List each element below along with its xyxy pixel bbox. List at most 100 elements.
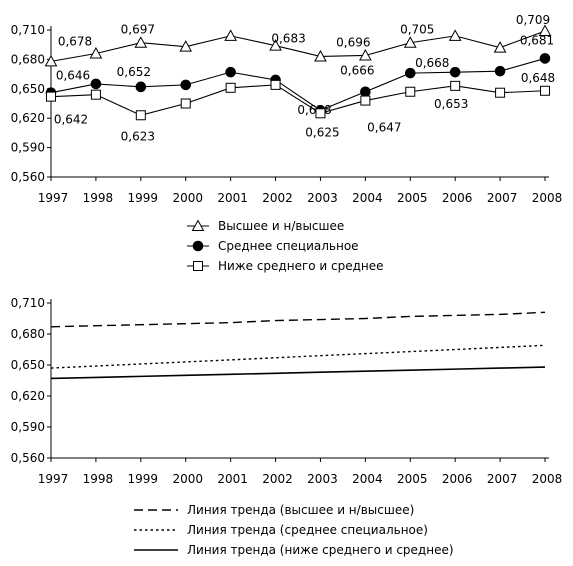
series-1-point [180,79,192,91]
series-2-line [50,84,546,116]
trend-line-1 [50,344,546,369]
trend-line-2 [50,366,546,380]
x-tick-label: 2005 [397,191,428,205]
x-tick-label: 2006 [442,191,473,205]
data-label: 0,625 [305,125,339,139]
x-tick-label: 2000 [172,191,203,205]
series-2-point [315,108,326,119]
series-0-point [89,46,103,59]
series-1-point [90,78,102,90]
x-tick-label: 1998 [83,191,114,205]
series-1-line [50,57,546,111]
series-1-point [539,53,551,64]
series-1-point [225,66,236,78]
x-tick-label: 2007 [487,191,518,205]
legend-label: Высшее и н/высшее [218,219,344,233]
legend-marker [191,219,205,231]
series-1-point [449,66,461,78]
y-tick-label: 0,680 [11,52,45,66]
x-tick-label: 1997 [38,472,69,486]
data-label: 0,696 [336,35,370,49]
data-label: 0,623 [121,129,155,143]
series-0-point [269,39,282,51]
y-tick-label: 0,620 [11,389,45,403]
y-tick-label: 0,650 [11,358,45,372]
data-label: 0,705 [400,23,434,37]
x-tick-label: 2002 [262,191,293,205]
series-1-point [360,86,371,98]
data-label: 0,647 [367,121,401,135]
x-tick-label: 2001 [217,472,248,486]
series-2-point [270,79,281,90]
legend-label: Линия тренда (среднее специальное) [187,523,428,537]
data-label: 0,678 [58,34,92,48]
y-tick-label: 0,620 [11,111,45,125]
x-tick-label: 2003 [307,191,338,205]
series-0-line [50,30,546,62]
series-2-point [90,89,101,100]
top-line-chart: 0,560 0,590 0,620 0,650 0,680 0,710 1997 1998 19… [11,13,563,273]
x-tick-label: 2001 [217,191,248,205]
data-label: 0,648 [521,71,555,85]
y-tick-label: 0,680 [11,327,45,341]
series-2-point [360,95,371,106]
series-0-point [224,29,237,41]
legend-marker [193,261,203,271]
data-label: 0,681 [520,33,554,47]
series-2-point [180,98,191,109]
legend-label: Ниже среднего и среднее [218,259,384,273]
y-tick-label: 0,650 [11,82,45,96]
series-2-point [495,87,506,98]
legend-label: Линия тренда (ниже среднего и среднее) [187,543,454,557]
x-tick-label: 2004 [352,472,383,486]
y-tick-label: 0,710 [11,23,45,37]
series-2-point [135,110,146,121]
data-label: 0,697 [121,23,155,37]
series-0-point [179,40,193,52]
series-2-point [405,86,416,97]
trend-line-0 [50,311,546,328]
series-2-point [450,80,461,91]
x-tick-label: 1998 [83,472,114,486]
data-label: 0,642 [54,113,88,127]
legend-label: Линия тренда (высшее и н/высшее) [187,503,414,517]
series-2-point [540,85,550,96]
series-0-point [134,36,148,48]
legend-marker [192,240,204,252]
data-label: 0,666 [340,64,374,78]
x-tick-label: 2003 [307,472,338,486]
y-tick-label: 0,590 [11,141,45,155]
series-0-point [493,41,507,53]
y-tick-label: 0,710 [11,296,45,310]
y-tick-label: 0,590 [11,420,45,434]
x-tick-label: 1999 [128,472,159,486]
x-tick-label: 2005 [397,472,428,486]
x-tick-label: 2008 [532,191,563,205]
x-tick-label: 1999 [128,191,159,205]
x-tick-label: 2002 [262,472,293,486]
x-tick-label: 2000 [172,472,203,486]
x-tick-label: 1997 [38,191,69,205]
data-label: 0,653 [434,97,468,111]
data-label: 0,709 [516,13,550,27]
series-0-point [448,29,462,41]
series-0-point [314,49,327,62]
data-label: 0,646 [56,69,90,83]
series-2-point [225,82,236,93]
x-tick-label: 2008 [532,472,563,486]
series-2-point [46,91,56,102]
x-tick-label: 2004 [352,191,383,205]
data-label: 0,668 [415,56,449,70]
legend-label: Среднее специальное [218,239,359,253]
y-tick-label: 0,560 [11,170,45,184]
y-tick-label: 0,560 [11,451,45,465]
data-label: 0,652 [117,65,151,79]
series-1-point [494,65,506,77]
series-1-point [135,81,147,93]
x-tick-label: 2006 [442,472,473,486]
x-tick-label: 2007 [487,472,518,486]
series-0-point [403,36,417,48]
series-0-point [538,24,552,36]
series-1-point [404,67,416,79]
